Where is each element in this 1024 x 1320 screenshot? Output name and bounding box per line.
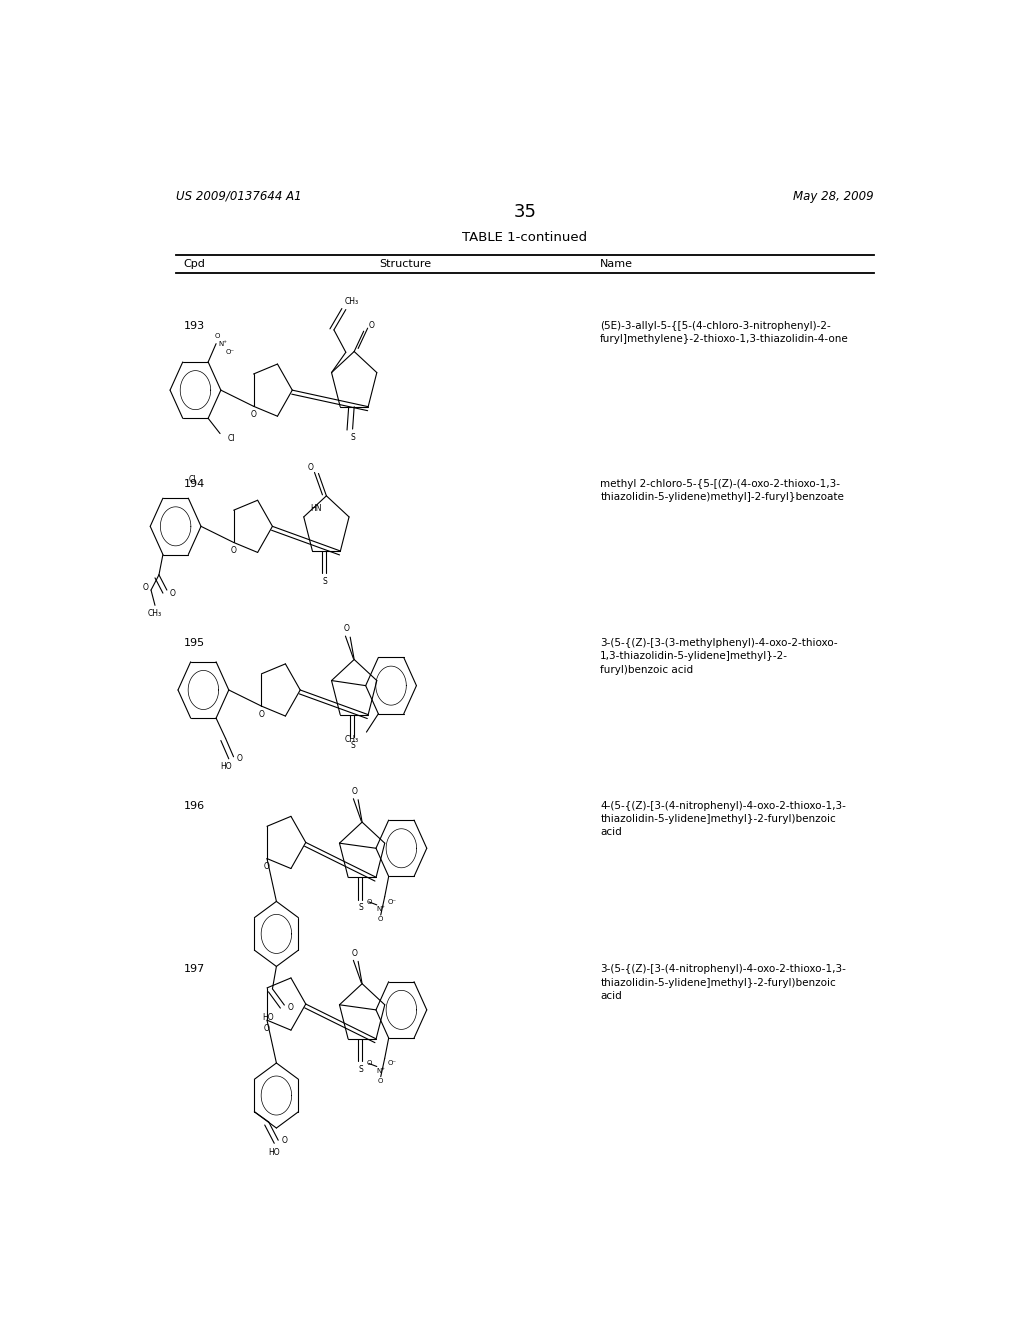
- Text: O: O: [264, 862, 270, 871]
- Text: HO: HO: [220, 763, 231, 771]
- Text: Name: Name: [600, 259, 633, 269]
- Text: S: S: [323, 577, 328, 586]
- Text: TABLE 1-continued: TABLE 1-continued: [462, 231, 588, 244]
- Text: O: O: [264, 1024, 270, 1032]
- Text: O: O: [237, 754, 243, 763]
- Text: O: O: [351, 949, 357, 958]
- Text: O: O: [230, 546, 237, 556]
- Text: O: O: [367, 1060, 372, 1067]
- Text: 194: 194: [183, 479, 205, 488]
- Text: S: S: [350, 741, 355, 750]
- Text: (5E)-3-allyl-5-{[5-(4-chloro-3-nitrophenyl)-2-
furyl]methylene}-2-thioxo-1,3-thi: (5E)-3-allyl-5-{[5-(4-chloro-3-nitrophen…: [600, 321, 849, 345]
- Text: 4-(5-{(Z)-[3-(4-nitrophenyl)-4-oxo-2-thioxo-1,3-
thiazolidin-5-ylidene]methyl}-2: 4-(5-{(Z)-[3-(4-nitrophenyl)-4-oxo-2-thi…: [600, 801, 846, 837]
- Text: O⁻: O⁻: [388, 899, 397, 904]
- Text: O: O: [288, 1003, 294, 1011]
- Text: Cl: Cl: [227, 434, 234, 444]
- Text: O⁻: O⁻: [388, 1060, 397, 1067]
- Text: CH₃: CH₃: [345, 297, 359, 306]
- Text: N⁺: N⁺: [376, 1068, 385, 1073]
- Text: O: O: [251, 411, 256, 418]
- Text: O: O: [282, 1135, 288, 1144]
- Text: 196: 196: [183, 801, 205, 810]
- Text: Cl: Cl: [188, 475, 196, 484]
- Text: Cpd: Cpd: [183, 259, 206, 269]
- Text: 197: 197: [183, 965, 205, 974]
- Text: HO: HO: [268, 1148, 280, 1156]
- Text: O: O: [142, 582, 148, 591]
- Text: O: O: [369, 321, 375, 330]
- Text: N⁺: N⁺: [218, 341, 227, 347]
- Text: O: O: [258, 710, 264, 718]
- Text: O: O: [170, 589, 175, 598]
- Text: 3-(5-{(Z)-[3-(3-methylphenyl)-4-oxo-2-thioxo-
1,3-thiazolidin-5-ylidene]methyl}-: 3-(5-{(Z)-[3-(3-methylphenyl)-4-oxo-2-th…: [600, 638, 838, 675]
- Text: S: S: [358, 903, 362, 912]
- Text: HO: HO: [262, 1012, 274, 1022]
- Text: O: O: [378, 916, 383, 923]
- Text: O: O: [351, 787, 357, 796]
- Text: O: O: [307, 463, 313, 471]
- Text: O: O: [378, 1077, 383, 1084]
- Text: CH₃: CH₃: [344, 735, 358, 743]
- Text: S: S: [358, 1065, 362, 1074]
- Text: O: O: [343, 624, 349, 634]
- Text: US 2009/0137644 A1: US 2009/0137644 A1: [176, 190, 301, 202]
- Text: O: O: [215, 333, 220, 338]
- Text: 35: 35: [513, 203, 537, 222]
- Text: May 28, 2009: May 28, 2009: [794, 190, 873, 202]
- Text: CH₃: CH₃: [147, 609, 162, 618]
- Text: methyl 2-chloro-5-{5-[(Z)-(4-oxo-2-thioxo-1,3-
thiazolidin-5-ylidene)methyl]-2-f: methyl 2-chloro-5-{5-[(Z)-(4-oxo-2-thiox…: [600, 479, 844, 502]
- Text: Structure: Structure: [380, 259, 432, 269]
- Text: 3-(5-{(Z)-[3-(4-nitrophenyl)-4-oxo-2-thioxo-1,3-
thiazolidin-5-ylidene]methyl}-2: 3-(5-{(Z)-[3-(4-nitrophenyl)-4-oxo-2-thi…: [600, 965, 846, 1001]
- Text: 193: 193: [183, 321, 205, 331]
- Text: O: O: [367, 899, 372, 904]
- Text: O⁻: O⁻: [226, 348, 234, 355]
- Text: N⁺: N⁺: [376, 906, 385, 912]
- Text: HN: HN: [310, 504, 322, 513]
- Text: 195: 195: [183, 638, 205, 648]
- Text: S: S: [350, 433, 355, 442]
